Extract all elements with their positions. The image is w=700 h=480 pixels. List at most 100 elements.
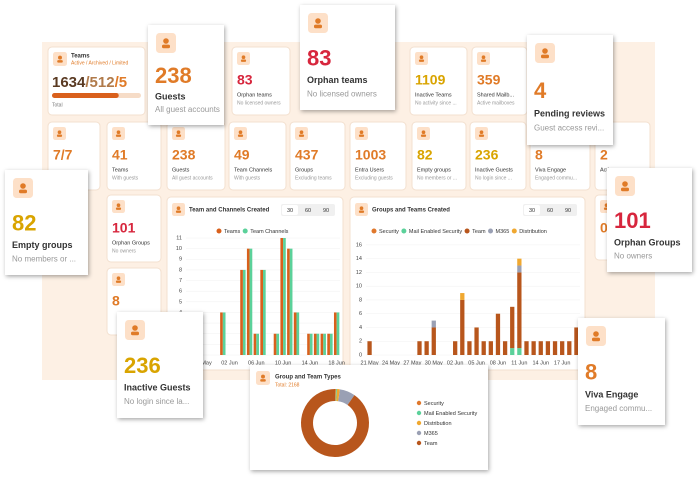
tile-icon-glyph	[541, 54, 549, 59]
tile-icon-glyph	[260, 379, 266, 382]
range-button[interactable]	[542, 205, 558, 215]
bar-segment	[545, 341, 551, 355]
range-button[interactable]	[282, 205, 298, 215]
tile-icon-glyph	[116, 130, 121, 135]
popup-card: 82 Empty groups No members or ...	[5, 170, 88, 275]
bar	[327, 333, 330, 355]
bar	[253, 333, 257, 355]
tile-sub: All guest accounts	[172, 175, 213, 181]
legend-label: Team	[472, 229, 486, 235]
tile-label: Viva Engage	[535, 167, 566, 173]
popup-value: 8	[585, 359, 597, 384]
range-button[interactable]	[560, 205, 576, 215]
popup-sub: All guest accounts	[155, 105, 220, 114]
range-label[interactable]: 90	[323, 208, 329, 214]
x-tick-label: 14 Jun	[533, 360, 550, 366]
tile-icon-glyph	[238, 130, 243, 135]
popup-card: 83 Orphan teams No licensed owners	[300, 5, 395, 110]
tile-icon-glyph	[19, 189, 27, 194]
popup-label: Viva Engage	[585, 389, 638, 399]
bar	[329, 333, 333, 355]
x-tick-label: 02 Jun	[221, 360, 238, 366]
y-tick-label: 10	[356, 284, 362, 290]
bar-segment	[524, 341, 529, 355]
legend-dot	[416, 420, 422, 426]
legend-dot	[488, 228, 494, 234]
tile-icon-glyph	[131, 331, 139, 336]
tile-icon-glyph	[479, 130, 484, 135]
legend-dot	[416, 440, 422, 446]
range-button[interactable]	[318, 205, 334, 215]
tile-subtitle: Active / Archived / Limited	[71, 60, 128, 66]
tile-icon-glyph	[478, 134, 485, 137]
bar-segment	[510, 306, 515, 349]
tile-footer: Total	[52, 102, 63, 108]
legend-label: Distribution	[519, 229, 547, 235]
popup-value: 83	[307, 45, 331, 70]
bar	[260, 269, 263, 355]
range-label[interactable]: 30	[287, 208, 293, 214]
range-label[interactable]: 30	[529, 208, 535, 214]
y-tick-label: 11	[176, 235, 182, 241]
tile-icon-glyph	[593, 331, 599, 337]
tile-label: Guests	[172, 167, 190, 173]
bar	[283, 238, 286, 355]
legend-label: Team	[424, 441, 438, 447]
bar	[309, 333, 313, 355]
popup-value: 82	[12, 210, 36, 235]
legend-dot	[371, 228, 377, 234]
tile-sub: Engaged commu...	[535, 175, 577, 181]
legend-label: M365	[424, 431, 438, 437]
bar-segment	[367, 341, 372, 355]
popup-value: 236	[124, 353, 161, 378]
range-label[interactable]: 90	[565, 208, 571, 214]
tile-icon-glyph	[542, 48, 548, 54]
y-tick-label: 8	[179, 267, 182, 273]
legend-dot	[216, 228, 222, 234]
y-tick-label: 0	[359, 352, 362, 358]
tile-sub: No owners	[112, 248, 136, 254]
tile-sub: Excluding teams	[295, 175, 332, 181]
x-tick-label: 21 May	[361, 360, 379, 366]
range-label[interactable]: 60	[305, 208, 311, 214]
bar-segment	[552, 341, 558, 355]
range-button[interactable]	[524, 205, 540, 215]
tile-value: 2	[600, 147, 608, 163]
tile-sub: No licensed owners	[237, 100, 281, 106]
tile-value: 437	[295, 147, 319, 163]
bar	[240, 269, 243, 355]
tile-icon-glyph	[58, 55, 62, 60]
range-label[interactable]: 60	[547, 208, 553, 214]
bar-segment	[517, 348, 522, 355]
tile-icon-glyph	[298, 134, 305, 137]
popup-card: 8 Viva Engage Engaged commu...	[578, 318, 665, 425]
tile-value: 1634/512/5	[52, 74, 127, 91]
bar	[246, 248, 250, 355]
legend-label: Security	[424, 401, 444, 407]
tile-icon-glyph	[116, 203, 121, 208]
tile-icon-glyph	[261, 374, 265, 379]
chart-title: Team and Channels Created	[189, 208, 270, 214]
popup-value: 238	[155, 63, 192, 88]
tile-value: 41	[112, 147, 128, 163]
tile-icon-glyph	[116, 276, 121, 281]
tile-icon-glyph	[20, 183, 26, 189]
legend-label: Security	[379, 229, 399, 235]
popup-sub: Engaged commu...	[585, 404, 652, 413]
tile-value-part: /5	[115, 74, 128, 91]
tile-icon-glyph	[176, 206, 181, 211]
popup-sub: No owners	[614, 252, 652, 261]
bar	[242, 269, 246, 355]
popup-label: Inactive Guests	[124, 383, 191, 393]
popup-label: Orphan Groups	[614, 237, 681, 247]
bar-segment	[424, 341, 429, 355]
x-tick-label: 11 Jun	[511, 360, 527, 366]
tile-icon-glyph	[421, 130, 426, 135]
bar	[273, 333, 277, 355]
tile-icon-glyph	[592, 337, 600, 342]
legend-dot	[242, 228, 248, 234]
tile-icon-glyph	[176, 130, 181, 135]
range-button[interactable]	[300, 205, 316, 215]
tile-value: 101	[112, 220, 136, 236]
